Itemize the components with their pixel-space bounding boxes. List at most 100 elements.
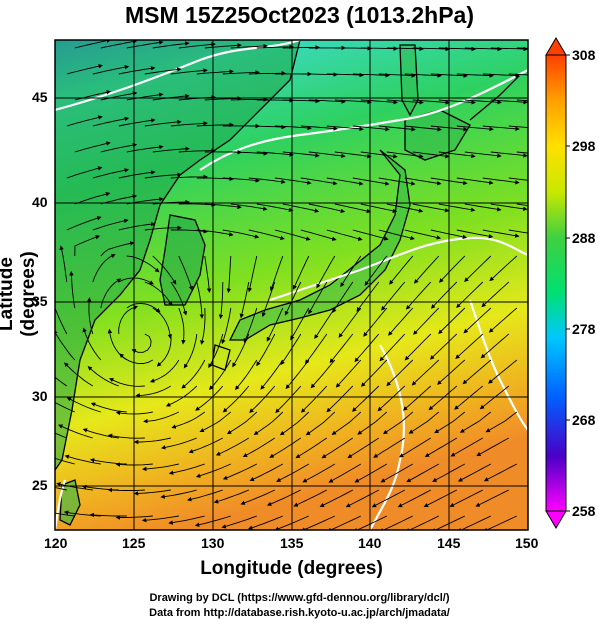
streamline-127 (195, 385, 224, 411)
streamline-182 (280, 333, 302, 366)
streamline-154 (282, 98, 320, 104)
streamline-198 (316, 255, 336, 289)
streamline-65 (152, 255, 177, 285)
streamline-121 (222, 229, 260, 239)
lon-tick-135: 135 (280, 535, 304, 551)
streamline-120 (230, 203, 268, 211)
streamline-61 (152, 146, 190, 153)
streamline-230 (386, 99, 424, 105)
streamline-92 (141, 463, 179, 472)
streamline-183 (285, 359, 310, 390)
streamline-157 (274, 177, 312, 185)
streamline-285 (464, 46, 503, 52)
streamline-130 (195, 463, 231, 478)
streamline-191 (326, 72, 365, 78)
colorbar-min-arrow (545, 510, 567, 529)
streamline-266 (438, 46, 477, 52)
streamline-45 (118, 221, 156, 231)
streamline-101 (204, 203, 242, 210)
streamline-139 (256, 203, 294, 213)
streamline-164 (260, 359, 284, 390)
streamline-86 (178, 307, 186, 345)
streamline-329 (516, 203, 528, 207)
streamline-116 (230, 97, 269, 102)
y-axis-label: Latitude (degrees) (0, 251, 39, 337)
streamline-233 (378, 177, 416, 186)
streamline-250 (404, 125, 442, 132)
streamline-331 (489, 255, 518, 282)
streamline-314 (463, 307, 492, 334)
streamline-20 (92, 64, 130, 75)
streamline-303 (431, 515, 465, 530)
streamline-54 (89, 458, 127, 465)
streamline-47 (118, 277, 154, 285)
streamline-334 (480, 333, 510, 359)
streamline-133 (256, 44, 294, 50)
streamline-341 (483, 515, 517, 530)
streamline-319 (450, 437, 484, 457)
lat-tick-25: 25 (32, 477, 48, 493)
streamline-10 (69, 270, 76, 309)
streamline-237 (356, 281, 380, 312)
streamline-180 (284, 281, 302, 316)
streamline-311 (482, 229, 520, 238)
streamline-235 (378, 229, 415, 241)
streamline-265 (379, 515, 413, 530)
lat-tick-30: 30 (32, 388, 48, 404)
streamline-274 (413, 255, 440, 284)
streamline-282 (406, 463, 440, 483)
streamline-23 (100, 142, 138, 153)
streamline-72 (107, 433, 145, 439)
streamline-189 (274, 515, 309, 530)
streamline-67 (152, 307, 173, 340)
streamline-103 (204, 255, 212, 293)
streamline-295 (438, 307, 466, 335)
streamline-322 (457, 515, 491, 530)
streamline-144 (232, 333, 250, 368)
streamline-146 (222, 385, 250, 413)
streamline-32 (64, 362, 94, 387)
streamline-119 (222, 177, 260, 183)
streamline-218 (332, 281, 354, 313)
streamline-97 (204, 96, 242, 101)
colorbar-tick-258: 258 (572, 503, 596, 519)
streamline-27 (100, 241, 135, 257)
streamline-216 (352, 229, 389, 241)
streamline-46 (126, 255, 160, 273)
streamline-255 (389, 255, 414, 285)
streamline-168 (249, 463, 284, 482)
streamline-292 (456, 229, 494, 239)
streamline-30 (86, 297, 94, 335)
streamline-283 (397, 489, 432, 508)
streamline-325 (516, 99, 528, 102)
streamline-185 (279, 411, 310, 436)
streamline-336 (479, 385, 510, 410)
streamline-16 (55, 457, 75, 465)
streamline-21 (100, 91, 138, 101)
streamline-296 (429, 333, 458, 360)
streamline-112 (160, 489, 197, 499)
streamline-220 (329, 333, 354, 364)
streamline-197 (326, 229, 363, 241)
streamline-332 (481, 281, 510, 308)
streamline-102 (196, 229, 234, 237)
streamline-225 (328, 463, 362, 483)
streamline-199 (308, 281, 328, 315)
streamline-34 (58, 424, 93, 439)
streamline-149 (222, 463, 258, 480)
streamline-124 (221, 307, 232, 345)
streamline-159 (274, 229, 311, 241)
streamline-263 (380, 463, 414, 483)
streamline-118 (230, 151, 268, 156)
streamline-6 (74, 192, 111, 205)
streamline-150 (213, 489, 249, 504)
streamline-178 (300, 229, 337, 241)
streamline-35 (64, 454, 101, 465)
streamline-100 (196, 176, 234, 182)
streamline-262 (373, 437, 406, 458)
streamline-53 (82, 428, 119, 439)
streamline-299 (434, 411, 466, 434)
streamline-210 (352, 73, 390, 78)
streamline-231 (378, 125, 416, 132)
